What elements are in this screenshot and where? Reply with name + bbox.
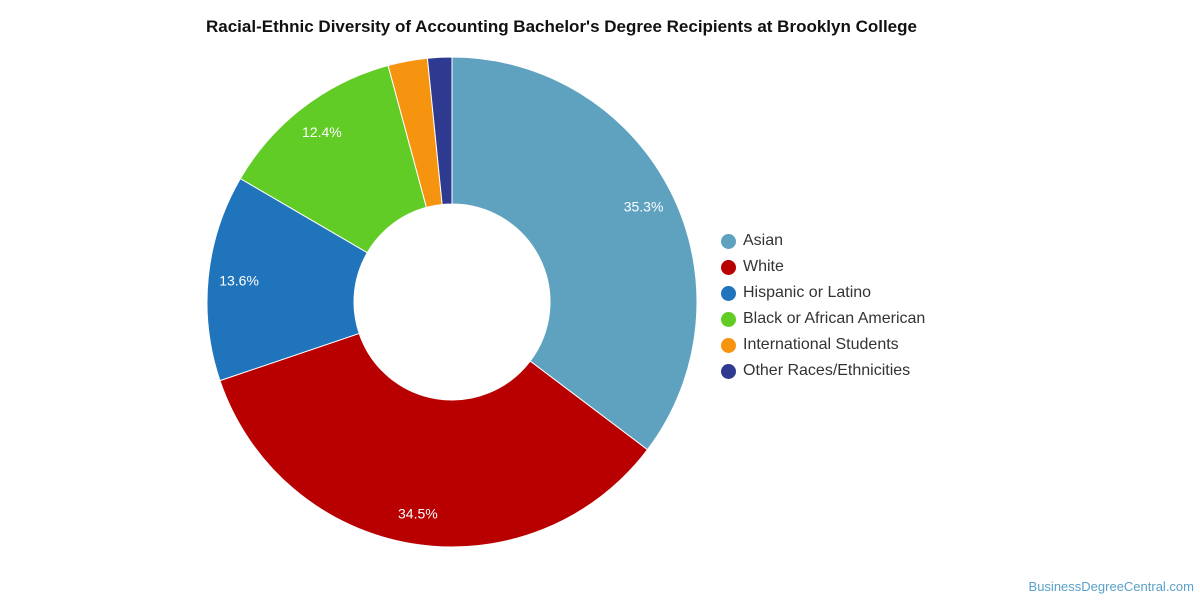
- legend-label: Asian: [743, 232, 784, 249]
- legend-label: Hispanic or Latino: [743, 284, 872, 301]
- legend-label: White: [743, 258, 784, 275]
- slice-other-races-ethnicities[interactable]: [426, 56, 453, 206]
- source-watermark[interactable]: BusinessDegreeCentral.com: [1028, 579, 1194, 594]
- slice-white[interactable]: [219, 332, 649, 548]
- legend-label: International Students: [743, 336, 899, 353]
- chart-legend: Asian White Hispanic or Latino Black or Afr…: [721, 228, 925, 384]
- legend-swatch-icon: [721, 259, 736, 275]
- data-label: 13.6%: [219, 273, 259, 289]
- slice-black-or-african-american[interactable]: [239, 64, 428, 254]
- legend-item[interactable]: Asian: [721, 228, 925, 254]
- legend-swatch-icon: [721, 311, 736, 327]
- slice-asian[interactable]: [451, 56, 698, 451]
- legend-item[interactable]: International Students: [721, 332, 925, 358]
- data-label: 35.3%: [624, 199, 664, 215]
- slice-hispanic-or-latino[interactable]: [206, 177, 369, 382]
- legend-swatch-icon: [721, 233, 736, 249]
- legend-item[interactable]: Hispanic or Latino: [721, 280, 925, 306]
- legend-item[interactable]: Black or African American: [721, 306, 925, 332]
- data-label: 12.4%: [302, 124, 342, 140]
- legend-label: Black or African American: [743, 310, 926, 327]
- legend-swatch-icon: [721, 363, 736, 379]
- chart-title: Racial-Ethnic Diversity of Accounting Ba…: [206, 17, 917, 36]
- data-label: 34.5%: [398, 505, 438, 521]
- legend-swatch-icon: [721, 337, 736, 353]
- legend-label: Other Races/Ethnicities: [743, 362, 911, 379]
- legend-item[interactable]: White: [721, 254, 925, 280]
- legend-swatch-icon: [721, 285, 736, 301]
- legend-item[interactable]: Other Races/Ethnicities: [721, 358, 925, 384]
